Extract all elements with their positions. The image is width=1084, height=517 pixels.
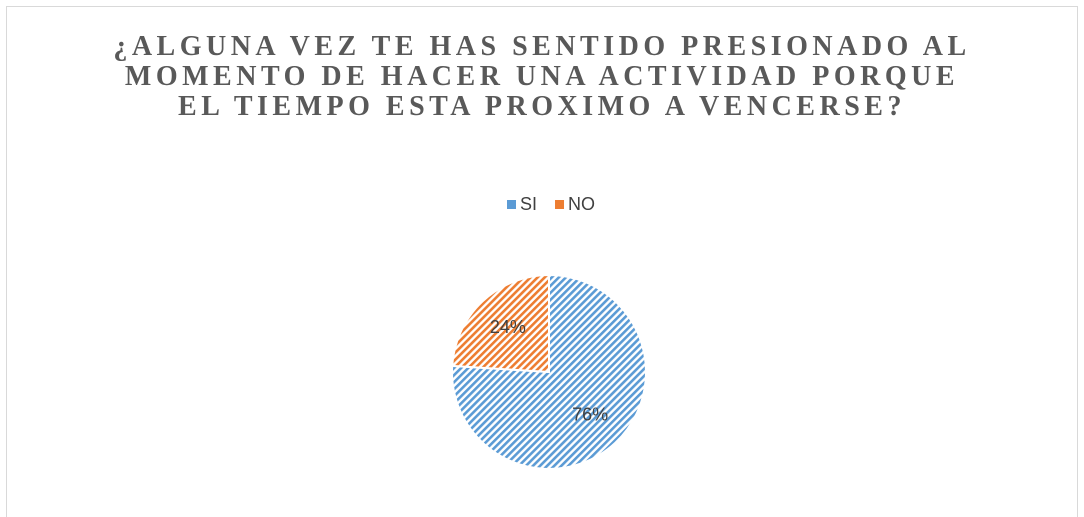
chart-title: ¿ALGUNA VEZ TE HAS SENTIDO PRESIONADO AL… (113, 31, 971, 122)
legend-label: SI (520, 194, 537, 214)
pie-slice (451, 273, 550, 374)
data-label: 24% (490, 317, 526, 337)
legend-label: NO (568, 194, 595, 214)
pie-slice (451, 273, 647, 470)
legend-swatch (555, 200, 565, 209)
legend-swatch (507, 200, 516, 209)
data-label: 76% (572, 405, 608, 425)
